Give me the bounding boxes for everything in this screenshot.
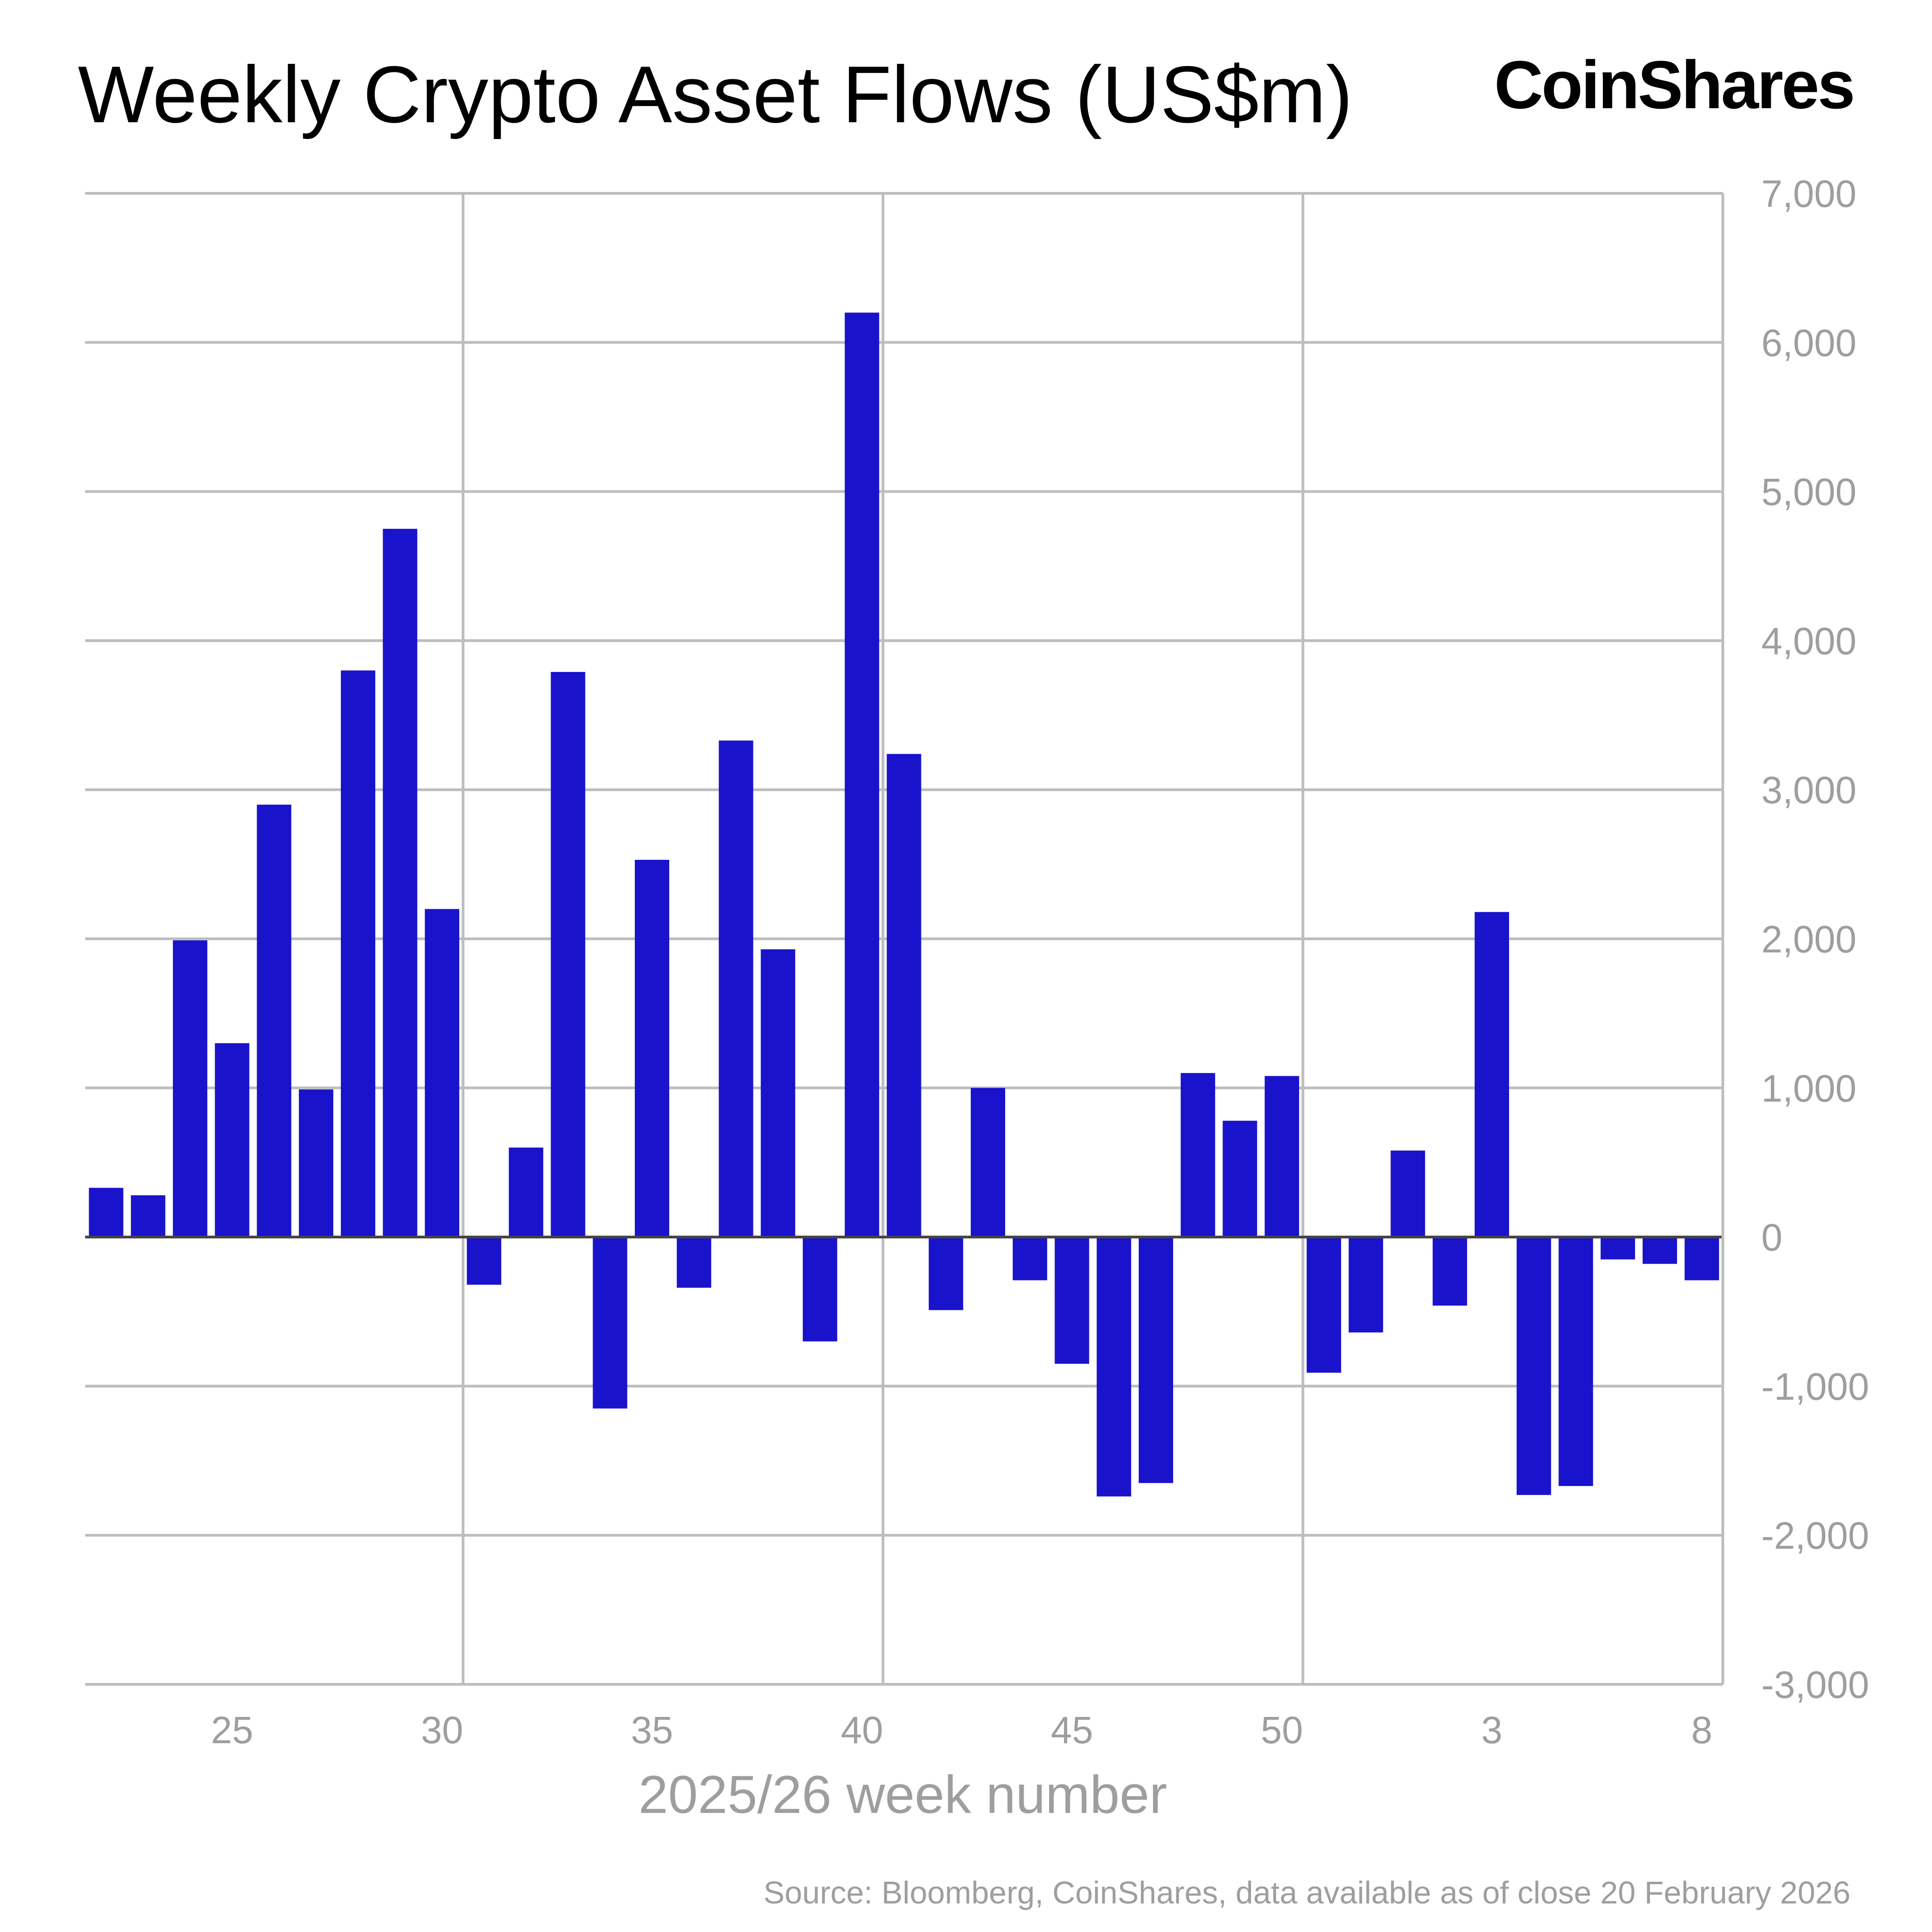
- bar-week-38: [761, 949, 796, 1237]
- bar-week-44: [1012, 1237, 1047, 1280]
- bar-week-40: [844, 312, 879, 1237]
- y-tick-label: 7,000: [1761, 173, 1856, 215]
- bar-week-5: [1558, 1237, 1593, 1486]
- y-tick-label: 4,000: [1761, 620, 1856, 662]
- x-tick-label: 45: [1051, 1709, 1093, 1751]
- chart-title: Weekly Crypto Asset Flows (US$m): [78, 49, 1353, 139]
- y-axis-ticks: 7,000 6,000 5,000 4,000 3,000 2,000 1,000 0 -1,0…: [1761, 173, 1869, 1706]
- bar-week-51: [1306, 1237, 1341, 1373]
- y-tick-label: 5,000: [1761, 471, 1856, 513]
- bar-week-7: [1642, 1237, 1677, 1264]
- y-tick-label: 6,000: [1761, 321, 1856, 364]
- x-tick-label: 30: [421, 1709, 463, 1751]
- y-tick-label: -3,000: [1761, 1664, 1869, 1706]
- bar-week-22: [89, 1188, 124, 1237]
- x-tick-label: 8: [1691, 1709, 1712, 1751]
- bar-week-3: [1474, 912, 1509, 1237]
- bar-week-29: [383, 528, 417, 1237]
- bar-week-37: [719, 740, 753, 1237]
- bar-week-30: [425, 909, 460, 1237]
- bar-week-46: [1097, 1237, 1131, 1497]
- bar-week-27: [299, 1089, 334, 1237]
- bar-week-47: [1138, 1237, 1173, 1483]
- bar-week-35: [635, 859, 670, 1237]
- bar-week-42: [929, 1237, 964, 1310]
- source-note: Source: Bloomberg, CoinShares, data avai…: [763, 1875, 1851, 1910]
- bar-week-52: [1348, 1237, 1383, 1333]
- y-tick-label: -1,000: [1761, 1365, 1869, 1408]
- bar-week-2: [1433, 1237, 1467, 1306]
- bar-week-23: [131, 1195, 166, 1237]
- bar-week-48: [1180, 1073, 1215, 1237]
- x-tick-label: 25: [211, 1709, 253, 1751]
- x-axis-label: 2025/26 week number: [638, 1765, 1167, 1825]
- bar-week-34: [593, 1237, 628, 1409]
- bar-week-36: [676, 1237, 711, 1288]
- bar-week-8: [1684, 1237, 1719, 1280]
- bar-week-50: [1265, 1076, 1299, 1237]
- bar-week-41: [887, 754, 921, 1237]
- x-tick-label: 40: [841, 1709, 883, 1751]
- bar-week-31: [467, 1237, 502, 1285]
- vertical-gridlines: [461, 193, 1304, 1684]
- bar-week-26: [257, 805, 292, 1237]
- bar-week-4: [1516, 1237, 1551, 1495]
- bar-week-45: [1055, 1237, 1089, 1364]
- bar-week-28: [340, 670, 375, 1237]
- y-tick-label: 1,000: [1761, 1067, 1856, 1110]
- bar-week-39: [802, 1237, 838, 1342]
- bar-week-24: [173, 940, 207, 1237]
- bar-week-49: [1222, 1121, 1257, 1237]
- bar-week-33: [551, 672, 585, 1237]
- bar-week-32: [508, 1147, 543, 1237]
- bar-week-6: [1601, 1237, 1635, 1260]
- x-tick-label: 35: [631, 1709, 673, 1751]
- bar-week-25: [215, 1043, 249, 1237]
- coinshares-logo: CoinShares: [1494, 47, 1855, 123]
- x-axis-ticks: 25 30 35 40 45 50 3 8: [211, 1709, 1712, 1751]
- bars: [89, 312, 1719, 1497]
- y-tick-label: 2,000: [1761, 918, 1856, 961]
- x-tick-label: 50: [1261, 1709, 1303, 1751]
- y-tick-label: -2,000: [1761, 1515, 1869, 1557]
- bar-week-1: [1390, 1151, 1425, 1237]
- y-tick-label: 0: [1761, 1216, 1783, 1259]
- x-tick-label: 3: [1481, 1709, 1503, 1751]
- y-tick-label: 3,000: [1761, 769, 1856, 811]
- bar-week-43: [970, 1088, 1006, 1237]
